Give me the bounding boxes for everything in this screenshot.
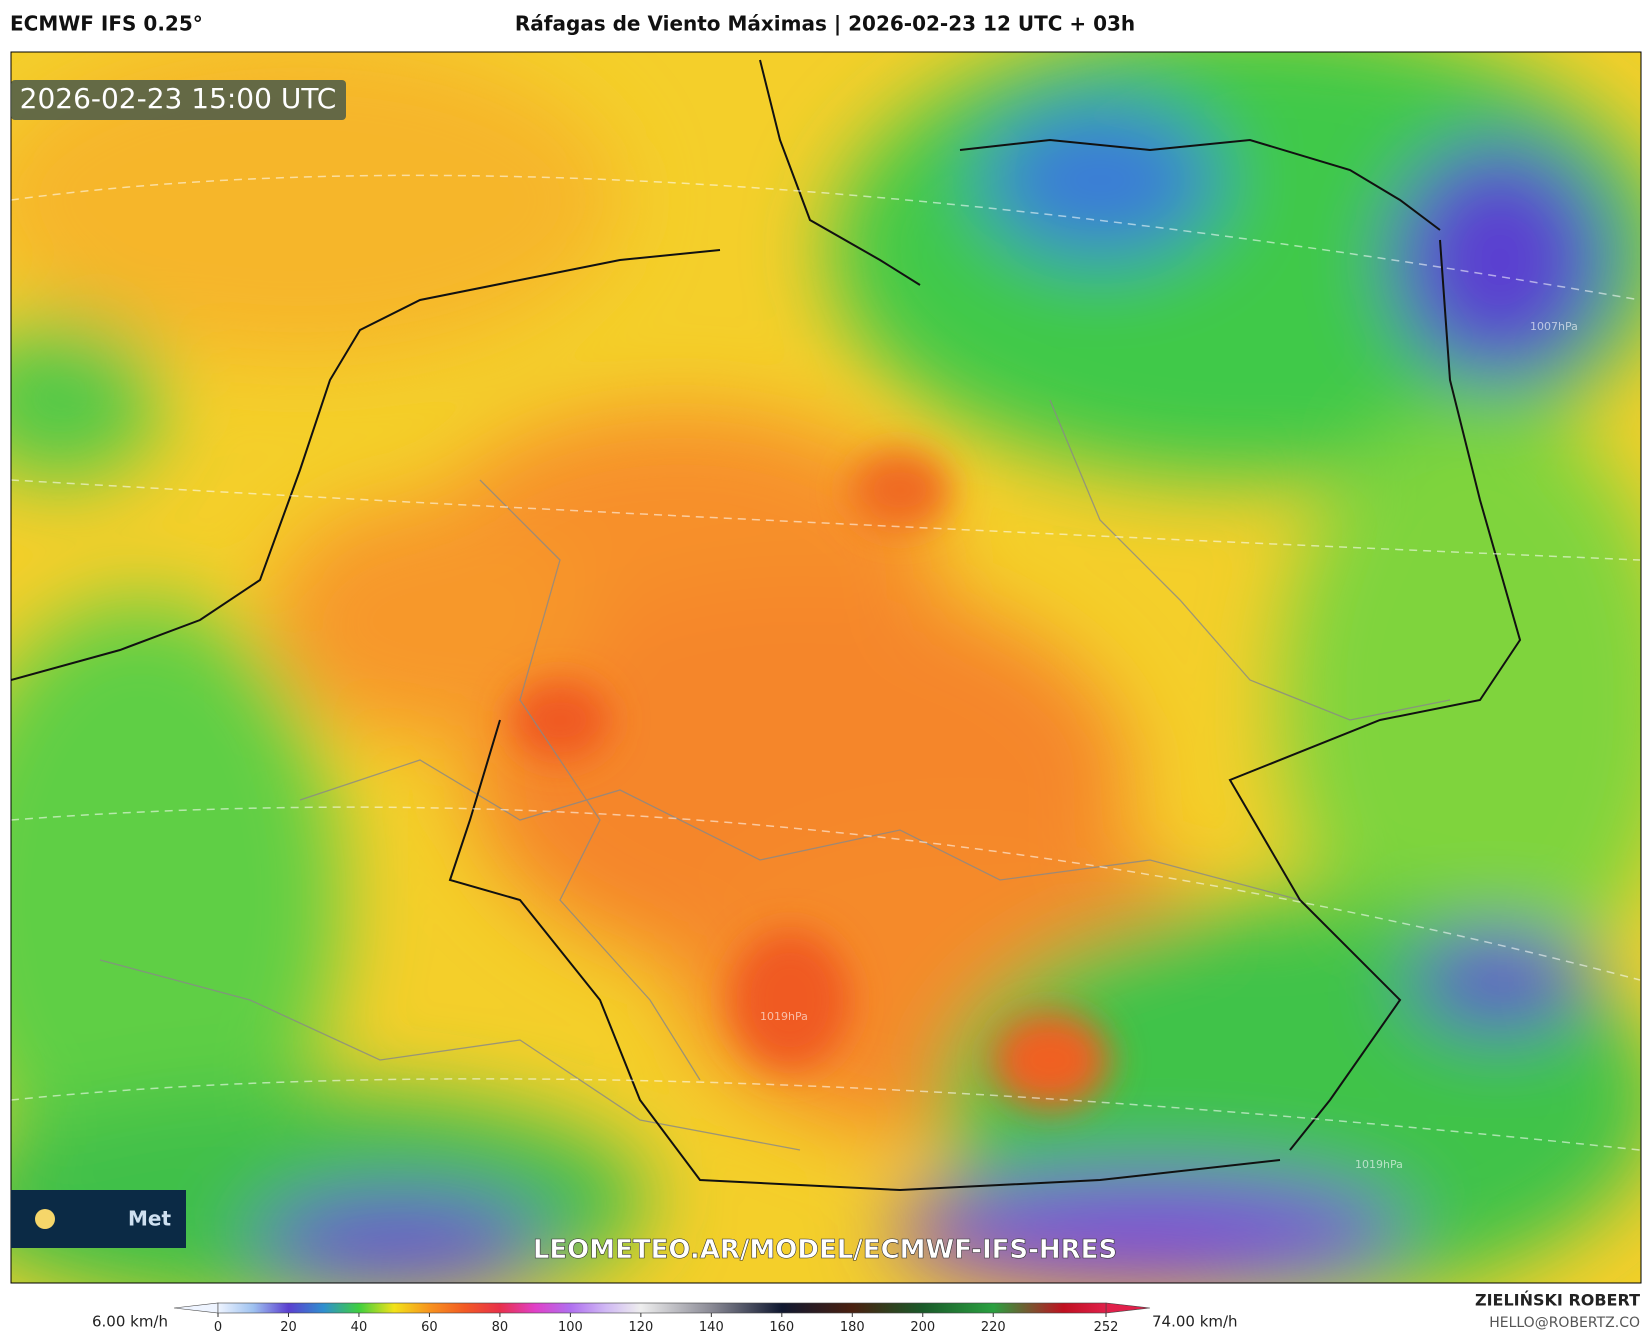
timestamp-box xyxy=(11,80,346,120)
timestamp: 2026-02-23 15:00 UTC xyxy=(20,82,337,115)
email: HELLO@ROBERTZ.CO xyxy=(1489,1315,1640,1331)
colorbar-tick-label: 180 xyxy=(840,1320,865,1335)
wind-field: 1007hPa 1019hPa 1019hPa xyxy=(11,52,1641,1283)
colorbar-tick-label: 252 xyxy=(1094,1320,1119,1335)
isobar-label: 1019hPa xyxy=(1355,1158,1403,1171)
model-name: ECMWF IFS 0.25° xyxy=(10,12,203,36)
map-title: Ráfagas de Viento Máximas | 2026-02-23 1… xyxy=(515,12,1135,36)
colorbar-bar xyxy=(217,1302,1107,1314)
isobar-label: 1007hPa xyxy=(1530,320,1578,333)
colorbar-tick-label: 220 xyxy=(981,1320,1006,1335)
colorbar-tick-label: 60 xyxy=(421,1320,438,1335)
colorbar-max-arrow xyxy=(1105,1302,1151,1314)
colorbar-tick-label: 80 xyxy=(492,1320,509,1335)
colorbar-tick-label: 120 xyxy=(628,1320,653,1335)
colorbar-min-label: 6.00 km/h xyxy=(92,1313,168,1331)
colorbar: 0 20 40 60 80 100 120 140 160 180 200 220 252 xyxy=(173,1302,1151,1335)
colorbar-tick-label: 40 xyxy=(351,1320,368,1335)
watermark: LEOMETEO.AR/MODEL/ECMWF-IFS-HRES xyxy=(533,1235,1117,1265)
colorbar-max-label: 74.00 km/h xyxy=(1152,1313,1238,1331)
map-frame xyxy=(10,51,1642,1284)
logo-text: Met xyxy=(128,1207,171,1231)
colorbar-tick-label: 100 xyxy=(558,1320,583,1335)
logo-sun xyxy=(35,1209,55,1229)
colorbar-min-arrow xyxy=(173,1302,219,1314)
colorbar-tick-label: 200 xyxy=(910,1320,935,1335)
colorbar-tick-label: 20 xyxy=(280,1320,297,1335)
colorbar-tick-label: 0 xyxy=(214,1320,222,1335)
isobar-label: 1019hPa xyxy=(760,1010,808,1023)
colorbar-tick-label: 140 xyxy=(699,1320,724,1335)
colorbar-tick-label: 160 xyxy=(769,1320,794,1335)
author: ZIELIŃSKI ROBERT xyxy=(1475,1291,1640,1310)
